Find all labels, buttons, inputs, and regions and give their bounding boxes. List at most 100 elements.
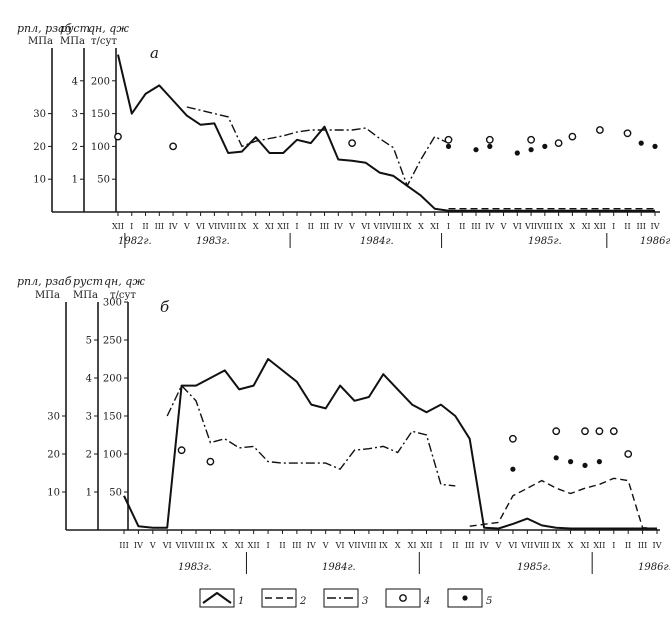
- panel-a-month-label: II: [142, 222, 148, 231]
- panel-a-month-label: IX: [403, 222, 412, 231]
- panel-b-month-label: II: [625, 541, 631, 550]
- panel-b-header-rate: qн, qж т/сут: [104, 275, 145, 301]
- panel-b-month-label: IX: [206, 541, 215, 550]
- panel-b-month-label: IX: [552, 541, 561, 550]
- panel-b-marker-4: [206, 457, 215, 466]
- panel-b-header-rate-unit: т/сут: [110, 290, 136, 301]
- panel-b-month-label: VI: [335, 541, 345, 550]
- legend-swatch-box: [261, 588, 297, 608]
- panel-a-label: а: [150, 44, 159, 62]
- panel-a-marker-5: [542, 143, 548, 149]
- panel-b-rate-ticks: 50 100 150 200 250 300: [103, 298, 128, 499]
- panel-b-month-label: VII: [520, 541, 533, 550]
- panel-b-header-rate-label: qн, qж: [104, 275, 145, 288]
- panel-b-month-label: I: [439, 541, 442, 550]
- panel-a-wellhead-tick-label: 3: [72, 109, 78, 120]
- panel-a-month-label: IV: [651, 222, 660, 231]
- panel-a-pressure-tick-label: 20: [33, 142, 46, 153]
- panel-a-marker-4: [169, 142, 178, 151]
- panel-b-marker-4: [624, 450, 633, 458]
- panel-b-year-label: 1985г.: [517, 562, 551, 573]
- panel-a-wellhead-tick-label: 2: [72, 142, 78, 153]
- panel-b-label: б: [160, 298, 170, 316]
- panel-b-year-labels: 1983г. 1984г. 1985г. 1986г.: [178, 552, 670, 574]
- panel-b-month-label: III: [119, 541, 128, 550]
- panel-a-month-label: VII: [207, 222, 220, 231]
- panel-b-rate-tick-label: 150: [103, 412, 122, 423]
- panel-b-marker-4: [177, 446, 186, 455]
- panel-a-marker-4: [114, 132, 122, 141]
- panel-a-month-label: X: [570, 222, 576, 231]
- legend-swatch-box: [447, 588, 483, 608]
- panel-b-header-pressure: pпл, pзаб МПа: [17, 275, 72, 301]
- panel-a-marker-5: [445, 143, 452, 149]
- panel-b-month-label: IV: [307, 541, 316, 550]
- panel-a-month-label: VI: [195, 222, 205, 231]
- panel-a-marker-5: [652, 143, 658, 149]
- panel-a-month-label: III: [155, 222, 164, 231]
- legend-label: 5: [486, 596, 492, 607]
- panel-b-wellhead-tick-label: 1: [86, 488, 92, 499]
- panel-a-marker-5: [473, 147, 479, 153]
- panel-a-month-label: XI: [265, 222, 274, 231]
- panel-a-month-label: VIII: [220, 222, 236, 231]
- panel-a-month-label: I: [130, 222, 133, 231]
- panel-b-month-label: VIII: [533, 541, 549, 550]
- panel-b-month-label: X: [222, 541, 228, 550]
- panel-a-month-label: III: [471, 222, 480, 231]
- panel-a-month-label: VIII: [385, 222, 401, 231]
- panel-a: pпл, pзаб МПа pуст МПа qн, qж т/сут а 10…: [17, 22, 670, 248]
- panel-b-month-label: IV: [653, 541, 662, 550]
- panel-a-year-label: 1985г.: [528, 236, 562, 247]
- panel-a-month-label: V: [183, 222, 190, 231]
- legend-swatch-box: [323, 588, 359, 608]
- panel-b-month-label: X: [395, 541, 401, 550]
- panel-b-plot: [123, 358, 658, 530]
- panel-b-pressure-ticks: 10 20 30: [47, 412, 66, 499]
- panel-b-month-label: II: [279, 541, 285, 550]
- panel-a-month-label: X: [253, 222, 259, 231]
- panel-a-month-label: II: [459, 222, 465, 231]
- panel-a-marker-5: [514, 150, 520, 156]
- legend-item-3: 3: [323, 588, 368, 608]
- panel-b-month-label: I: [266, 541, 269, 550]
- panel-a-month-label: V: [348, 222, 355, 231]
- panel-a-month-label: III: [636, 222, 645, 231]
- panel-b-marker-4: [581, 427, 589, 436]
- legend-label: 4: [423, 596, 430, 607]
- panel-b-marker-5: [596, 459, 603, 465]
- panel-b-wellhead-tick-label: 2: [86, 450, 92, 461]
- panel-a-month-label: X: [418, 222, 424, 231]
- legend-swatch-4: [399, 594, 407, 602]
- legend-item-2: 2: [261, 588, 306, 608]
- panel-a-header-rate-label: qн, qж: [88, 22, 129, 35]
- panel-b-month-label: V: [322, 541, 329, 550]
- panel-b-month-label: X: [568, 541, 574, 550]
- panel-b-header-wellhead: pуст МПа: [73, 275, 103, 301]
- panel-a-header-pressure: pпл, pзаб МПа: [17, 22, 72, 47]
- panel-b-month-label: XI: [408, 541, 417, 550]
- panel-a-rate-tick-label: 150: [91, 109, 110, 120]
- panel-a-month-label: VIII: [536, 222, 552, 231]
- panel-b-month-label: III: [638, 541, 647, 550]
- panel-a-month-label: II: [624, 222, 630, 231]
- panel-a-year-labels: 1982г. 1983г. 1984г. 1985г. 1986г.: [118, 233, 670, 248]
- panel-b-rate-tick-label: 100: [103, 450, 122, 461]
- panel-a-marker-4: [623, 129, 632, 138]
- legend-label: 1: [238, 596, 244, 607]
- panel-a-series-3: [186, 106, 449, 188]
- panel-b-header-wellhead-label: pуст: [73, 275, 103, 288]
- panel-a-month-label: II: [308, 222, 314, 231]
- panel-a-rate-ticks: 50 100 150 200: [91, 76, 116, 186]
- panel-b-pressure-tick-label: 20: [47, 450, 60, 461]
- panel-b-pressure-tick-label: 30: [47, 412, 60, 423]
- panel-b-month-labels: III IV V VI VII VIII IX X XI XII I II III IV V VI VII VII…: [119, 530, 662, 550]
- panel-a-header-pressure-unit: МПа: [28, 36, 53, 47]
- panel-b-month-label: XII: [248, 541, 260, 550]
- panel-a-month-labels: XII I II III IV V VI VII VIII IX X XI XII I II III IV V VI…: [112, 212, 660, 231]
- legend-item-1: 1: [199, 588, 244, 608]
- panel-b-month-label: II: [452, 541, 458, 550]
- panel-a-wellhead-tick-label: 4: [72, 76, 78, 87]
- panel-b-month-label: IX: [379, 541, 388, 550]
